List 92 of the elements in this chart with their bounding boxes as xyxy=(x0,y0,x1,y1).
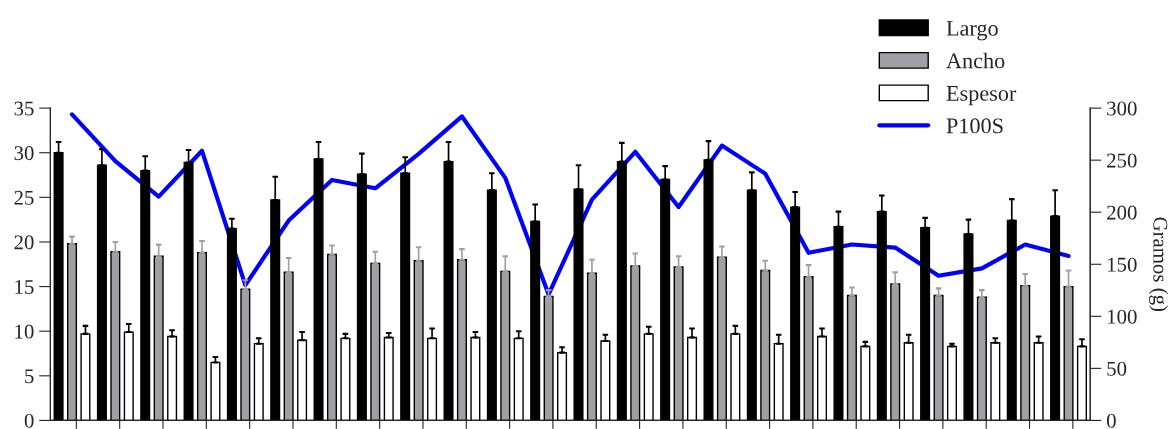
bar xyxy=(876,210,887,421)
bar xyxy=(816,335,828,421)
y2-tick-label: 150 xyxy=(1108,257,1137,272)
y2-tick-label: 0 xyxy=(1106,413,1116,428)
bar xyxy=(66,243,78,421)
bar xyxy=(600,340,611,421)
bar xyxy=(500,270,511,421)
bar xyxy=(773,342,784,421)
bar xyxy=(946,345,958,421)
bar xyxy=(586,272,597,421)
bar xyxy=(80,333,91,421)
y2-tick-label: 100 xyxy=(1108,309,1137,324)
y-tick-label: 5 xyxy=(25,369,34,384)
bar xyxy=(513,337,524,421)
bar xyxy=(326,253,338,421)
bar xyxy=(686,336,698,421)
bar xyxy=(803,276,814,421)
bar xyxy=(630,265,641,421)
bar xyxy=(167,335,178,421)
legend-label: Espesor xyxy=(946,86,1017,106)
bar xyxy=(400,172,411,421)
legend-label: P100S xyxy=(946,118,1003,134)
bar xyxy=(486,189,497,421)
bar xyxy=(1076,345,1087,421)
bar xyxy=(443,160,454,421)
bar xyxy=(96,164,107,421)
bar xyxy=(703,159,714,421)
bar xyxy=(470,336,481,421)
bar xyxy=(1006,219,1017,421)
y2-axis-title: Gramos (g) xyxy=(1149,217,1168,312)
y-tick-label: 35 xyxy=(14,101,34,116)
bar xyxy=(846,294,857,421)
bar xyxy=(760,269,771,421)
legend-label: Largo xyxy=(946,21,998,41)
bar xyxy=(313,158,324,421)
bar xyxy=(660,178,671,421)
bar xyxy=(297,339,308,421)
bar xyxy=(356,173,367,421)
bar xyxy=(673,266,684,421)
bar xyxy=(370,262,381,421)
y2-tick-label: 50 xyxy=(1107,361,1127,376)
bar xyxy=(833,226,844,421)
bar xyxy=(226,227,237,421)
bar xyxy=(573,188,584,421)
bar xyxy=(413,259,424,421)
bar xyxy=(543,295,554,421)
bar xyxy=(210,361,221,421)
bar xyxy=(427,337,438,421)
bar xyxy=(283,271,294,421)
bar xyxy=(730,333,741,421)
bar xyxy=(196,251,208,421)
legend-label: Ancho xyxy=(946,52,1005,69)
bar xyxy=(140,169,151,421)
bar xyxy=(383,336,394,421)
bar xyxy=(903,342,914,421)
bar xyxy=(643,333,654,421)
y-tick-label: 20 xyxy=(14,235,34,250)
bar xyxy=(253,342,264,421)
y-tick-label: 10 xyxy=(15,324,34,339)
bar xyxy=(616,160,627,421)
y-tick-label: 15 xyxy=(15,280,34,295)
bar xyxy=(890,283,901,421)
y2-tick-label: 300 xyxy=(1107,101,1137,116)
bar xyxy=(153,255,164,421)
bar xyxy=(110,251,121,421)
bar xyxy=(240,288,251,421)
bar xyxy=(270,199,281,421)
bar xyxy=(456,259,467,421)
bar xyxy=(933,294,944,421)
bar xyxy=(976,296,987,421)
y2-tick-label: 200 xyxy=(1107,205,1137,220)
bar xyxy=(53,152,64,421)
bar xyxy=(963,233,974,421)
bar xyxy=(860,345,871,421)
bar xyxy=(183,161,194,421)
y2-tick-label: 250 xyxy=(1107,153,1137,168)
bar xyxy=(920,226,931,421)
bar xyxy=(746,189,757,421)
y-tick-label: 25 xyxy=(14,190,34,205)
bar xyxy=(1033,342,1044,421)
bar xyxy=(123,331,134,421)
bar xyxy=(990,342,1001,421)
bar xyxy=(790,206,801,421)
y-tick-label: 30 xyxy=(14,146,34,161)
bar xyxy=(1063,285,1074,421)
bar xyxy=(1050,215,1061,421)
bar xyxy=(1020,284,1031,421)
bar xyxy=(716,256,727,421)
bar xyxy=(557,351,568,421)
bar xyxy=(530,220,541,421)
bar xyxy=(340,337,351,421)
y-tick-label: 0 xyxy=(24,413,34,428)
